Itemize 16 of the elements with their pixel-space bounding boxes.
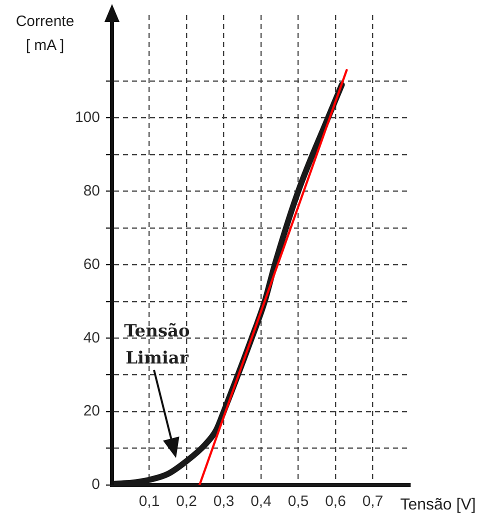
y-tick-label: 80	[83, 182, 100, 200]
y-tick-label: 20	[83, 402, 100, 420]
x-tick-label: 0,2	[176, 493, 197, 510]
x-tick-label: 0,7	[362, 493, 384, 510]
y-axis-title: Corrente [ mA ]	[16, 13, 74, 54]
annotation: Tensão Limiar	[124, 321, 190, 368]
x-tick-label: 0,6	[325, 493, 346, 510]
y-tick-label: 0	[92, 476, 100, 494]
y-tick-label: 60	[83, 256, 100, 273]
x-axis-title: Tensão [V]	[400, 496, 476, 514]
x-tick-label: 0,5	[288, 493, 309, 510]
x-tick-label: 0,3	[213, 493, 234, 510]
x-tick-label: 0,1	[138, 493, 160, 510]
y-tick-label: 40	[83, 329, 100, 346]
x-tick-label: 0,4	[250, 493, 272, 510]
y-tick-label: 100	[74, 108, 100, 126]
